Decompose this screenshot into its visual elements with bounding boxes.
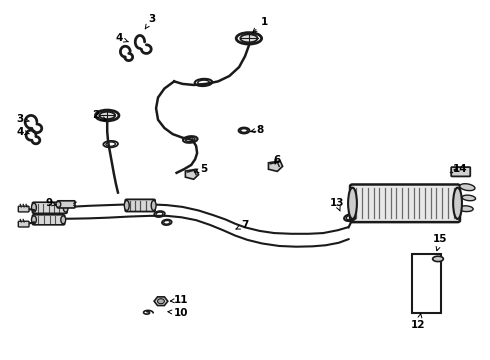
Text: 4: 4 [115, 33, 128, 43]
Ellipse shape [462, 195, 476, 201]
Circle shape [158, 299, 164, 304]
Text: 13: 13 [330, 198, 344, 211]
Ellipse shape [31, 203, 36, 212]
Text: 15: 15 [433, 234, 448, 251]
Text: 8: 8 [250, 125, 263, 135]
FancyBboxPatch shape [32, 202, 67, 213]
Ellipse shape [460, 184, 475, 191]
Text: 14: 14 [453, 164, 467, 174]
Text: 5: 5 [194, 164, 207, 174]
FancyBboxPatch shape [18, 206, 29, 212]
FancyBboxPatch shape [451, 167, 470, 176]
Bar [412, 253, 441, 313]
Text: 2: 2 [92, 111, 106, 121]
Ellipse shape [459, 206, 473, 212]
Ellipse shape [63, 203, 68, 212]
FancyBboxPatch shape [18, 221, 29, 227]
Text: 10: 10 [168, 308, 189, 318]
Ellipse shape [124, 201, 129, 211]
Text: 3: 3 [145, 14, 156, 29]
FancyBboxPatch shape [350, 184, 460, 222]
Ellipse shape [31, 216, 36, 224]
Text: 6: 6 [273, 155, 280, 165]
Polygon shape [269, 161, 283, 171]
Text: 3: 3 [17, 114, 29, 124]
Text: 11: 11 [171, 295, 189, 305]
Text: 1: 1 [253, 17, 268, 32]
Ellipse shape [348, 188, 357, 219]
Ellipse shape [453, 188, 462, 219]
FancyBboxPatch shape [57, 201, 75, 208]
Ellipse shape [56, 202, 61, 207]
Polygon shape [185, 169, 198, 179]
Ellipse shape [433, 256, 443, 262]
Text: 12: 12 [411, 314, 426, 330]
Ellipse shape [61, 216, 66, 224]
Ellipse shape [99, 112, 115, 119]
Text: 9: 9 [46, 198, 56, 208]
FancyBboxPatch shape [125, 199, 155, 212]
Text: 7: 7 [236, 220, 249, 230]
Ellipse shape [241, 35, 257, 42]
FancyBboxPatch shape [32, 215, 65, 225]
Text: 4: 4 [17, 127, 29, 136]
Ellipse shape [151, 201, 156, 211]
